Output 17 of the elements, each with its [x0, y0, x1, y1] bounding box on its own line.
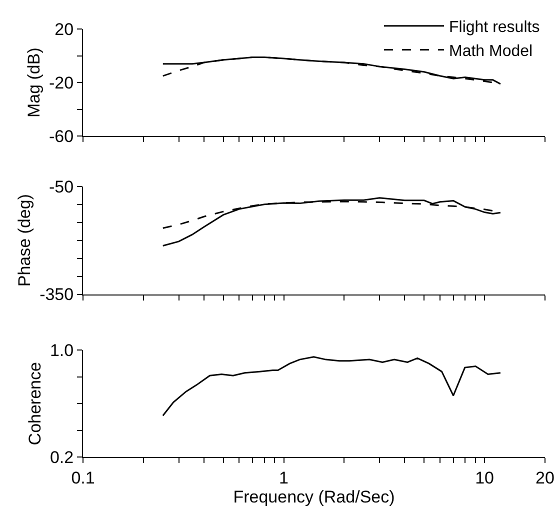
y-axis-title: Coherence [26, 362, 45, 446]
y-axis-title: Phase (deg) [15, 194, 34, 287]
y-tick-label: 0.2 [50, 448, 74, 468]
y-axis-title: Mag (dB) [24, 48, 44, 118]
y-tick-label: -60 [49, 126, 74, 146]
legend-label: Flight results [449, 19, 540, 36]
x-tick-label: 0.1 [71, 468, 95, 488]
y-tick-label: 1.0 [50, 341, 74, 360]
x-axis-title: Frequency (Rad/Sec) [233, 487, 395, 506]
x-tick-label: 10 [475, 468, 494, 488]
y-tick-label: -20 [49, 74, 74, 93]
y-tick-label: 20 [54, 20, 74, 40]
x-tick-label: 1 [279, 468, 289, 488]
x-tick-label: 20 [536, 468, 554, 488]
legend-label: Math Model [449, 42, 533, 60]
y-tick-label: -350 [40, 285, 74, 304]
y-tick-label: -50 [49, 177, 74, 196]
